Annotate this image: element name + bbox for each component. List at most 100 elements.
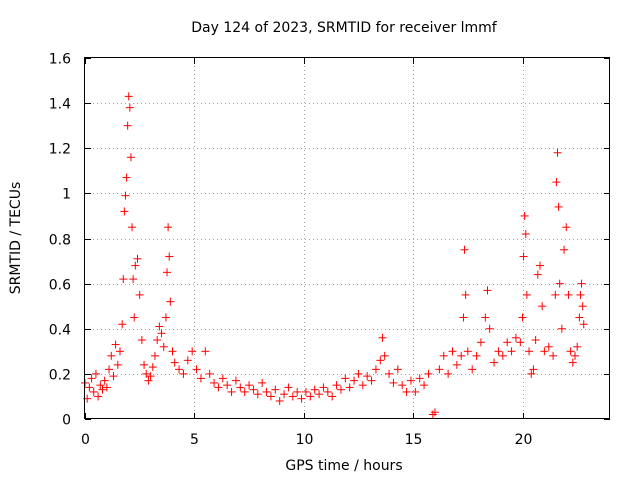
data-point <box>411 387 420 396</box>
data-point <box>549 351 558 360</box>
data-point <box>393 365 402 374</box>
data-point <box>452 360 461 369</box>
data-point <box>555 279 564 288</box>
data-point <box>507 347 516 356</box>
data-point <box>560 245 569 254</box>
chart-title: Day 124 of 2023, SRMTID for receiver lmm… <box>191 20 498 36</box>
data-point <box>183 356 192 365</box>
data-point <box>111 340 120 349</box>
data-point <box>131 261 140 270</box>
data-point <box>577 279 586 288</box>
data-point <box>566 347 575 356</box>
data-point <box>531 336 540 345</box>
data-point <box>240 387 249 396</box>
data-point <box>363 372 372 381</box>
data-point <box>406 376 415 385</box>
data-point <box>457 351 466 360</box>
data-point <box>159 342 168 351</box>
data-point <box>573 342 582 351</box>
data-point <box>161 313 170 322</box>
data-point <box>494 347 503 356</box>
data-point <box>249 385 258 394</box>
data-point <box>107 351 116 360</box>
data-point <box>420 381 429 390</box>
data-point <box>376 356 385 365</box>
data-point <box>323 387 332 396</box>
data-point <box>126 153 135 162</box>
data-point <box>102 383 111 392</box>
data-point <box>116 347 124 356</box>
data-point <box>135 290 144 299</box>
data-point <box>490 358 499 367</box>
data-point <box>146 372 155 381</box>
data-point <box>398 381 407 390</box>
data-point <box>435 365 444 374</box>
data-point <box>245 381 254 390</box>
data-point <box>258 378 267 387</box>
data-point <box>520 211 529 220</box>
data-point <box>123 121 132 130</box>
y-tick-label: 0.6 <box>49 278 71 294</box>
data-point <box>385 369 394 378</box>
data-point <box>144 376 153 385</box>
data-point <box>89 387 98 396</box>
data-point <box>94 392 103 401</box>
data-point <box>564 290 573 299</box>
data-point <box>113 360 122 369</box>
data-point <box>551 290 560 299</box>
data-point <box>518 313 527 322</box>
data-point <box>121 191 130 200</box>
data-point <box>562 223 571 232</box>
data-point <box>529 365 538 374</box>
data-point <box>367 376 376 385</box>
y-tick-label: 1.4 <box>49 97 71 113</box>
data-point <box>164 223 173 232</box>
data-point <box>444 369 453 378</box>
x-tick-label: 10 <box>296 432 314 448</box>
data-point <box>120 207 129 216</box>
data-point <box>428 410 437 419</box>
data-points <box>81 92 588 419</box>
data-point <box>231 376 240 385</box>
y-tick-label: 1.2 <box>49 142 71 158</box>
data-point <box>481 313 490 322</box>
data-point <box>540 347 549 356</box>
data-point <box>553 148 562 157</box>
data-point <box>389 378 398 387</box>
data-point <box>431 408 439 417</box>
data-point <box>148 363 157 372</box>
data-point <box>310 385 319 394</box>
data-point <box>402 387 411 396</box>
data-point <box>218 374 227 383</box>
data-point <box>87 374 96 383</box>
data-point <box>476 338 485 347</box>
data-point <box>568 358 577 367</box>
data-point <box>459 313 468 322</box>
data-point <box>575 313 584 322</box>
data-point <box>578 302 587 311</box>
data-point <box>332 381 341 390</box>
data-point <box>521 229 530 238</box>
data-point <box>485 324 494 333</box>
data-point <box>460 245 469 254</box>
data-point <box>266 392 275 401</box>
data-point <box>516 338 525 347</box>
data-point <box>378 333 387 342</box>
data-point <box>301 387 310 396</box>
x-tick-label: 15 <box>405 432 423 448</box>
data-point <box>236 383 245 392</box>
axis-ticks: 0 0.2 0.4 0.6 0.8 1 1.2 1.4 1.6 0 5 10 15 20 <box>49 52 610 448</box>
data-point <box>424 369 433 378</box>
data-point <box>98 385 107 394</box>
data-point <box>179 369 188 378</box>
data-point <box>133 254 142 263</box>
data-point <box>527 369 536 378</box>
data-point <box>142 369 151 378</box>
data-point <box>96 381 105 390</box>
data-point <box>227 387 236 396</box>
data-point <box>463 347 472 356</box>
data-point <box>153 336 162 345</box>
data-point <box>293 387 302 396</box>
data-point <box>341 374 350 383</box>
data-point <box>498 351 507 360</box>
